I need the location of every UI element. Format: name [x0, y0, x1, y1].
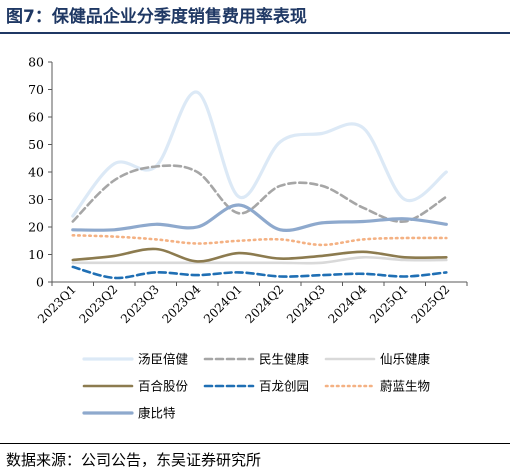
series-group [71, 203, 448, 232]
x-tick-label: 2024Q1 [201, 282, 245, 326]
series-group [71, 90, 448, 218]
y-tick-label: 0 [36, 275, 44, 290]
legend-label: 百合股份 [138, 379, 189, 394]
legend-label: 仙乐健康 [380, 352, 431, 367]
y-tick-label: 70 [28, 82, 44, 97]
x-tick-label: 2023Q3 [118, 282, 162, 326]
y-tick-label: 30 [28, 192, 44, 207]
legend-item: 百龙创园 [203, 379, 309, 394]
series-group [71, 247, 448, 263]
series-group [71, 255, 448, 265]
y-tick-label: 60 [28, 110, 44, 125]
y-tick-label: 20 [28, 220, 44, 235]
series-line-series-3 [71, 247, 448, 263]
y-tick-label: 10 [28, 247, 44, 262]
x-tick-label: 2024Q4 [326, 282, 370, 326]
chart-title: 图7：保健品企业分季度销售费用率表现 [6, 7, 307, 27]
legend-item: 百合股份 [82, 379, 189, 394]
legend-label: 汤臣倍健 [138, 352, 189, 367]
series-line-series-1 [71, 164, 448, 223]
line-chart: 010203040506070802023Q12023Q22023Q32023Q… [28, 55, 468, 421]
legend-item: 汤臣倍健 [82, 352, 189, 367]
legend-label: 康比特 [138, 406, 176, 421]
legend-item: 康比特 [82, 406, 176, 421]
x-tick-label: 2023Q2 [77, 282, 121, 326]
source-note: 数据来源：公司公告，东吴证券研究所 [6, 451, 262, 469]
series-line-series-5 [71, 234, 448, 247]
x-tick-label: 2025Q1 [367, 282, 411, 326]
series-group [71, 164, 448, 223]
series-line-series-4 [71, 265, 448, 280]
legend-item: 民生健康 [203, 352, 310, 367]
y-tick-label: 50 [28, 137, 44, 152]
legend-label: 百龙创园 [259, 379, 309, 394]
title-divider [0, 32, 510, 34]
series-group [71, 265, 448, 280]
source-divider [0, 443, 510, 444]
y-tick-label: 40 [28, 165, 44, 180]
series-line-series-2 [71, 255, 448, 265]
x-tick-label: 2024Q2 [243, 282, 287, 326]
series-group [71, 234, 448, 247]
legend-item: 蔚蓝生物 [324, 379, 430, 394]
x-tick-label: 2025Q2 [409, 282, 453, 326]
legend-label: 民生健康 [259, 352, 310, 367]
series-line-series-0 [71, 90, 448, 218]
legend-label: 蔚蓝生物 [380, 379, 430, 394]
legend-item: 仙乐健康 [324, 352, 431, 367]
series-line-series-6 [71, 203, 448, 232]
x-tick-label: 2024Q3 [284, 282, 328, 326]
x-tick-label: 2023Q4 [160, 282, 204, 326]
y-tick-label: 80 [28, 55, 44, 70]
